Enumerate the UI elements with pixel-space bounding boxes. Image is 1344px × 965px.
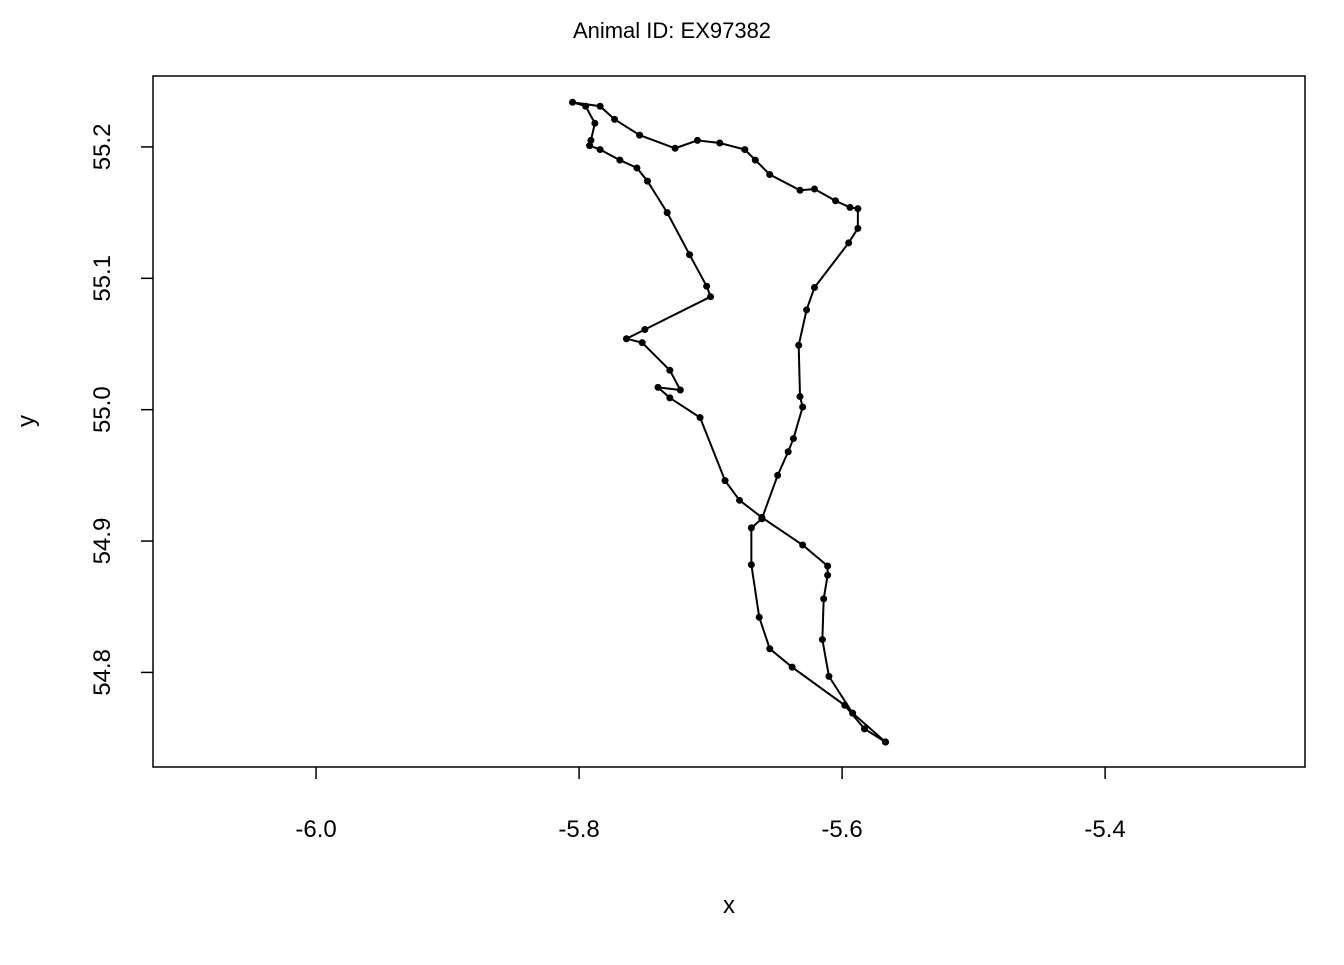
track-point: [591, 119, 599, 127]
track-point: [671, 144, 679, 152]
track-point: [686, 251, 694, 259]
track-point: [596, 102, 604, 110]
x-tick-label: -5.8: [558, 816, 599, 843]
x-tick-label: -5.4: [1084, 816, 1125, 843]
track-point: [758, 515, 766, 523]
track-point: [643, 177, 651, 185]
track-point: [721, 477, 729, 485]
track-point: [611, 115, 619, 123]
track-point: [854, 224, 862, 232]
track-point: [810, 185, 818, 193]
track-point: [849, 709, 857, 717]
track-point: [636, 131, 644, 139]
track-point: [641, 326, 649, 334]
track-point: [747, 561, 755, 569]
track-point: [810, 284, 818, 292]
y-tick-label: 55.0: [89, 386, 116, 433]
track-point: [736, 496, 744, 504]
track-point: [666, 366, 674, 374]
track-line: [572, 101, 887, 743]
track-point: [832, 197, 840, 205]
track-point: [696, 414, 704, 422]
track-point: [755, 613, 763, 621]
track-point: [824, 562, 832, 570]
track-point: [784, 448, 792, 456]
x-axis-label: x: [723, 892, 735, 919]
track-point: [795, 341, 803, 349]
track-point: [825, 672, 833, 680]
x-tick-label: -5.6: [821, 816, 862, 843]
track-point: [616, 156, 624, 164]
track-point: [766, 171, 774, 179]
track-point: [751, 156, 759, 164]
track-point: [663, 209, 671, 217]
track-point: [766, 645, 774, 653]
track-point: [820, 595, 828, 603]
track-point: [586, 142, 594, 150]
track-point: [587, 136, 595, 144]
track-point: [846, 203, 854, 211]
track-point: [803, 306, 811, 314]
track-point: [796, 186, 804, 194]
track-point: [693, 136, 701, 144]
track-point: [747, 524, 755, 532]
track-point: [654, 383, 662, 391]
track-point: [881, 738, 889, 746]
x-tick-label: -6.0: [295, 816, 336, 843]
track-point: [841, 701, 849, 709]
track-point: [633, 164, 641, 172]
track-point: [788, 663, 796, 671]
track-point: [638, 339, 646, 347]
y-axis-label: y: [13, 415, 40, 427]
track-point: [845, 239, 853, 247]
y-tick-label: 55.2: [89, 124, 116, 171]
y-tick-label: 54.8: [89, 649, 116, 696]
track-point: [860, 725, 868, 733]
track-point: [582, 102, 590, 110]
track-point: [799, 403, 807, 411]
track-point: [789, 435, 797, 443]
y-tick-label: 55.1: [89, 255, 116, 302]
track-point: [824, 571, 832, 579]
y-tick-label: 54.9: [89, 518, 116, 565]
track-point: [622, 335, 630, 343]
track-point: [596, 146, 604, 154]
track-point: [796, 393, 804, 401]
track-point: [854, 205, 862, 213]
chart-title: Animal ID: EX97382: [573, 18, 771, 43]
track-point: [569, 98, 577, 106]
track-point: [707, 293, 715, 301]
track-point: [676, 386, 684, 394]
track-point: [818, 636, 826, 644]
track-point: [666, 394, 674, 402]
track-point: [703, 282, 711, 290]
plot-frame: [152, 75, 1306, 768]
track-point: [799, 541, 807, 549]
track-point: [741, 146, 749, 154]
track-point: [774, 471, 782, 479]
track-point: [716, 139, 724, 147]
